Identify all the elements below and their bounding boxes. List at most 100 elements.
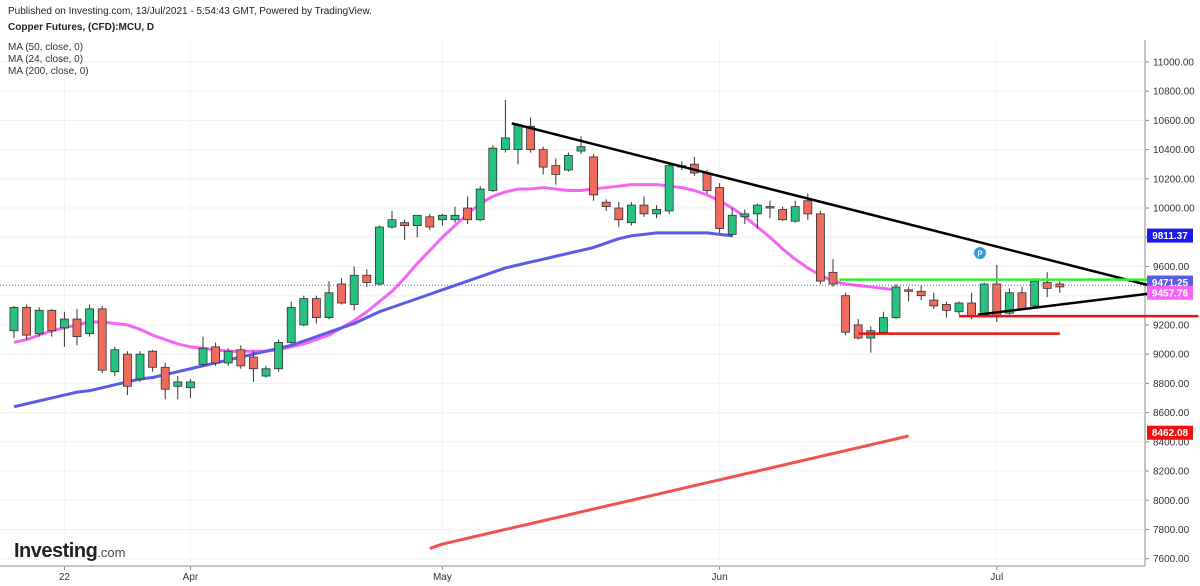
candle-body	[715, 187, 724, 229]
candle-body	[110, 349, 120, 373]
candle-body	[324, 292, 334, 319]
price-tag: 8462.08	[1147, 425, 1193, 440]
candle-body	[627, 204, 636, 224]
price-tag-bg	[1147, 228, 1193, 243]
y-tick-label: 8200.00	[1153, 467, 1190, 478]
candle-body	[248, 356, 258, 370]
candle-body	[601, 201, 611, 207]
svg-text:P: P	[977, 250, 983, 259]
candle-body	[97, 308, 107, 371]
candle-body	[286, 306, 296, 343]
candle-body	[9, 306, 19, 332]
price-tag-label: 9811.37	[1152, 231, 1188, 242]
y-tick-label: 10000.00	[1153, 204, 1195, 215]
candle-body	[72, 318, 82, 338]
candle-body	[551, 165, 561, 175]
candle-body	[437, 214, 447, 221]
candle-body	[740, 213, 750, 218]
candle-body	[299, 298, 309, 326]
candle-body	[879, 317, 888, 333]
indicator-ma-50[interactable]: MA (50, close, 0)	[8, 42, 84, 53]
price-tag-bg	[1147, 285, 1193, 300]
candle-body	[400, 222, 410, 226]
candle-body	[463, 207, 473, 221]
candle-body	[727, 214, 737, 235]
candle-body	[589, 156, 598, 196]
candle-body	[1017, 292, 1027, 310]
candle-body	[853, 324, 863, 339]
candle-body	[765, 206, 775, 209]
candle-body	[261, 368, 271, 377]
event-marker-icon[interactable]: P	[974, 247, 986, 259]
candle-body	[891, 286, 901, 319]
candle-body	[47, 309, 57, 332]
price-tag: 9811.37	[1147, 228, 1193, 243]
candle-body	[488, 147, 498, 191]
trendline[interactable]	[511, 122, 1168, 292]
candle-body	[34, 309, 44, 335]
y-tick-label: 7800.00	[1153, 525, 1190, 536]
candle-body	[500, 137, 510, 150]
candle-body	[828, 271, 838, 285]
ma-line	[13, 183, 897, 353]
logo-text: Investing	[14, 540, 98, 562]
price-tag-label: 8462.08	[1152, 428, 1189, 439]
candle-body	[148, 350, 158, 368]
x-tick-label: 22	[59, 572, 71, 583]
y-tick-label: 10800.00	[1153, 87, 1195, 98]
x-tick-label: Jun	[712, 572, 728, 583]
y-tick-label: 9600.00	[1153, 262, 1190, 273]
candle-body	[1030, 280, 1039, 307]
candle-body	[639, 204, 649, 215]
indicator-ma-200[interactable]: MA (200, close, 0)	[8, 66, 89, 77]
y-tick-label: 7600.00	[1153, 554, 1190, 565]
candle-body	[173, 381, 183, 387]
y-tick-label: 9000.00	[1153, 350, 1190, 361]
y-tick-label: 11000.00	[1153, 57, 1194, 68]
candle-body	[223, 350, 233, 364]
candles	[9, 99, 1065, 400]
candle-body	[387, 219, 397, 228]
indicator-ma-24[interactable]: MA (24, close, 0)	[8, 54, 84, 65]
candle-body	[778, 209, 787, 221]
trendline[interactable]	[977, 288, 1180, 316]
candle-body	[538, 149, 548, 168]
candle-body	[513, 124, 523, 150]
candle-body	[374, 226, 384, 285]
candle-body	[702, 172, 712, 191]
drawings	[511, 122, 1199, 335]
candle-body	[1005, 292, 1014, 314]
candle-body	[198, 347, 208, 365]
y-tick-label: 8800.00	[1153, 379, 1190, 390]
candle-body	[576, 146, 586, 152]
candle-body	[1042, 282, 1052, 289]
y-tick-label: 10200.00	[1153, 174, 1195, 185]
investing-logo: Investing.com	[14, 540, 125, 563]
y-tick-label: 9200.00	[1153, 320, 1190, 331]
candle-body	[816, 213, 825, 282]
candle-body	[337, 283, 347, 304]
price-tag-bg	[1147, 425, 1193, 440]
y-tick-label: 8600.00	[1153, 408, 1190, 419]
moving-averages	[13, 183, 909, 550]
candle-body	[450, 214, 460, 221]
candle-body	[954, 302, 964, 313]
chart-title: Copper Futures, (CFD):MCU, D	[8, 22, 155, 33]
candle-body	[349, 274, 359, 305]
candle-body	[22, 306, 32, 336]
candle-body	[753, 204, 762, 215]
price-tag: 9457.76	[1147, 285, 1193, 300]
ma-line	[429, 434, 909, 550]
candle-body	[614, 207, 624, 221]
candle-body	[85, 308, 94, 335]
candle-body	[942, 304, 951, 311]
price-tag-label: 9471.25	[1152, 278, 1189, 289]
ma-line	[13, 231, 733, 409]
candle-body	[362, 274, 372, 283]
candle-body	[904, 289, 913, 292]
candle-body	[274, 342, 284, 370]
candle-body	[236, 349, 246, 367]
candle-body	[652, 209, 661, 215]
